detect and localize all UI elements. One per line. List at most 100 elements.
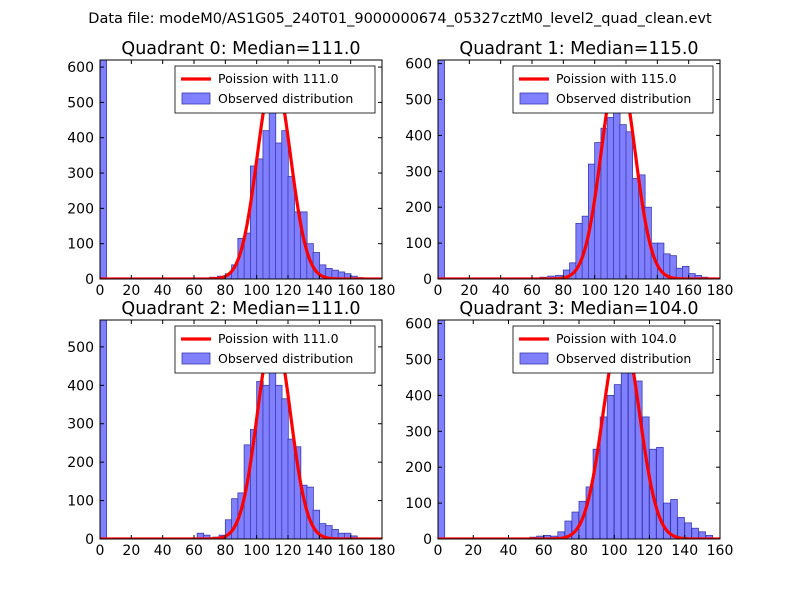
x-tick-label: 100 bbox=[581, 283, 608, 299]
y-tick-label: 100 bbox=[405, 496, 432, 512]
histogram-bar bbox=[631, 178, 640, 279]
y-tick-label: 200 bbox=[67, 455, 94, 471]
histogram-bar bbox=[281, 130, 289, 279]
subplot-3: 0 20 40 60 80 100 120 140 160 0 100 200 300 400 500 600… bbox=[405, 299, 733, 559]
histogram-bar bbox=[684, 522, 692, 539]
y-tick-label: 0 bbox=[85, 272, 94, 288]
legend: Poission with 115.0 Observed distribution bbox=[512, 65, 714, 114]
axes-frame bbox=[99, 319, 383, 540]
histogram-bar bbox=[268, 369, 277, 539]
histogram-bar bbox=[606, 117, 615, 279]
subplot-title: Quadrant 0: Median=111.0 bbox=[121, 39, 360, 59]
y-tick-label: 500 bbox=[405, 92, 432, 108]
legend: Poission with 104.0 Observed distribution bbox=[512, 325, 714, 374]
histogram-bar bbox=[275, 142, 283, 279]
x-tick-label: 60 bbox=[535, 543, 553, 559]
x-tick-label: 40 bbox=[154, 283, 172, 299]
subplot-1: 0 20 40 60 80 100 120 140 160 180 0 100 200 300 400 500… bbox=[405, 39, 733, 299]
x-tick-label: 140 bbox=[306, 543, 333, 559]
x-tick-label: 60 bbox=[185, 283, 203, 299]
histogram-bar bbox=[613, 384, 622, 539]
x-tick-label: 0 bbox=[96, 283, 105, 299]
histogram-bar bbox=[100, 60, 107, 279]
legend-bar-label: Observed distribution bbox=[218, 91, 353, 106]
x-tick-label: 60 bbox=[185, 543, 203, 559]
y-tick-label: 100 bbox=[405, 236, 432, 252]
x-tick-label: 40 bbox=[492, 283, 510, 299]
y-tick-label: 200 bbox=[405, 460, 432, 476]
histogram-bar bbox=[287, 176, 295, 279]
y-tick-label: 300 bbox=[67, 417, 94, 433]
x-tick-label: 100 bbox=[243, 283, 270, 299]
subplot-2: 0 20 40 60 80 100 120 140 160 180 0 100 200 300 400 500… bbox=[67, 299, 395, 559]
y-tick-label: 0 bbox=[423, 272, 432, 288]
x-tick-label: 160 bbox=[337, 283, 364, 299]
x-tick-label: 80 bbox=[216, 283, 234, 299]
histogram-bar bbox=[100, 320, 107, 539]
x-tick-label: 180 bbox=[369, 283, 396, 299]
x-tick-label: 120 bbox=[613, 283, 640, 299]
y-tick-label: 0 bbox=[85, 532, 94, 548]
x-tick-label: 100 bbox=[243, 543, 270, 559]
subplot-title: Quadrant 3: Median=104.0 bbox=[459, 299, 698, 319]
y-tick-label: 100 bbox=[67, 494, 94, 510]
x-tick-label: 60 bbox=[523, 283, 541, 299]
x-tick-label: 80 bbox=[554, 283, 572, 299]
y-tick-label: 600 bbox=[405, 57, 432, 73]
x-tick-label: 160 bbox=[707, 543, 734, 559]
histogram-bar bbox=[705, 535, 713, 539]
legend-bar-label: Observed distribution bbox=[556, 351, 691, 366]
y-tick-label: 400 bbox=[405, 128, 432, 144]
x-tick-label: 20 bbox=[122, 543, 140, 559]
legend-box bbox=[174, 325, 376, 374]
histogram-bar bbox=[287, 438, 295, 539]
x-tick-label: 0 bbox=[434, 543, 443, 559]
x-tick-label: 100 bbox=[601, 543, 628, 559]
x-tick-label: 140 bbox=[671, 543, 698, 559]
histogram-bar bbox=[438, 60, 445, 279]
legend: Poission with 111.0 Observed distribution bbox=[174, 325, 376, 374]
poisson-curve bbox=[438, 65, 720, 279]
x-tick-label: 180 bbox=[707, 283, 734, 299]
x-tick-label: 160 bbox=[337, 543, 364, 559]
histogram-bar bbox=[625, 131, 633, 279]
subplot-grid: 0 20 40 60 80 100 120 140 160 1800100200300400500… bbox=[67, 39, 733, 559]
x-tick-label: 20 bbox=[464, 543, 482, 559]
legend-bar-swatch bbox=[519, 352, 549, 365]
legend-box bbox=[512, 65, 714, 114]
x-tick-label: 180 bbox=[369, 543, 396, 559]
legend-bar-label: Observed distribution bbox=[218, 351, 353, 366]
legend-line-label: Poission with 111.0 bbox=[218, 71, 339, 86]
axes-frame bbox=[437, 59, 721, 280]
x-tick-label: 140 bbox=[644, 283, 671, 299]
x-tick-label: 160 bbox=[675, 283, 702, 299]
y-tick-label: 0 bbox=[423, 532, 432, 548]
x-tick-label: 0 bbox=[434, 283, 443, 299]
histogram-bar bbox=[262, 130, 270, 279]
y-tick-label: 600 bbox=[67, 60, 94, 76]
histogram-bar bbox=[281, 398, 289, 539]
figure-suptitle: Data file: modeM0/AS1G05_240T01_90000006… bbox=[88, 11, 712, 27]
y-tick-label: 400 bbox=[67, 378, 94, 394]
histogram-bar bbox=[682, 266, 690, 279]
x-tick-label: 120 bbox=[275, 283, 302, 299]
x-tick-label: 20 bbox=[122, 283, 140, 299]
histogram-bar bbox=[669, 255, 677, 279]
x-tick-label: 40 bbox=[154, 543, 172, 559]
x-tick-label: 140 bbox=[306, 283, 333, 299]
histogram-bar bbox=[677, 517, 685, 539]
legend-box bbox=[512, 325, 714, 374]
y-tick-label: 500 bbox=[67, 340, 94, 356]
plot-area bbox=[438, 320, 720, 539]
legend-bar-swatch bbox=[519, 92, 549, 105]
legend-bar-label: Observed distribution bbox=[556, 91, 691, 106]
y-tick-label: 500 bbox=[405, 352, 432, 368]
subplot-title: Quadrant 2: Median=111.0 bbox=[121, 299, 360, 319]
histogram-bar bbox=[268, 101, 277, 279]
y-tick-label: 200 bbox=[67, 201, 94, 217]
histogram-bar bbox=[620, 344, 629, 539]
legend-line-label: Poission with 104.0 bbox=[556, 331, 677, 346]
histogram-bar bbox=[606, 394, 615, 539]
x-tick-label: 40 bbox=[500, 543, 518, 559]
